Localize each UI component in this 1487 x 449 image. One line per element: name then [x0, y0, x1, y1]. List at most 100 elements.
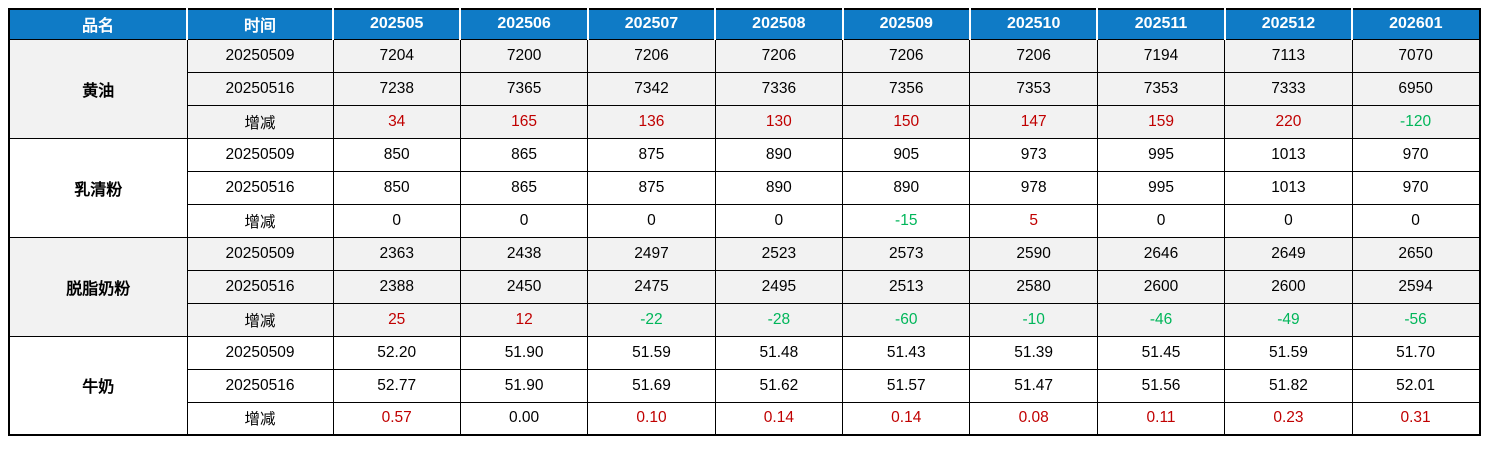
- header-month: 202506: [459, 9, 588, 40]
- table-row: 20250516 850 865 875 890 890 978 995 1013 970: [9, 170, 1481, 205]
- change-label-cell: 增减: [186, 302, 334, 337]
- change-value-cell: 34: [332, 104, 461, 139]
- time-cell: 20250516: [186, 71, 334, 106]
- change-value-cell: -60: [842, 302, 971, 337]
- table-row: 20250516 7238 7365 7342 7336 7356 7353 7353 7333…: [9, 71, 1481, 106]
- price-table-container: 品名 时间 202505 202506 202507 202508 202509 2025…: [8, 8, 1481, 436]
- value-cell: 2573: [842, 236, 971, 271]
- table-row: 20250516 2388 2450 2475 2495 2513 2580 2600 2600…: [9, 269, 1481, 304]
- value-cell: 970: [1351, 137, 1481, 172]
- value-cell: 2594: [1351, 269, 1481, 304]
- value-cell: 2650: [1351, 236, 1481, 271]
- change-row: 增减 34 165 136 130 150 147 159 220 -120: [9, 104, 1481, 139]
- table-body: 黄油 20250509 7204 7200 7206 7206 7206 7206 7194 71…: [8, 38, 1481, 436]
- table-row: 牛奶 20250509 52.20 51.90 51.59 51.48 51.43 51.39…: [8, 335, 1481, 436]
- value-cell: 875: [587, 137, 716, 172]
- value-cell: 995: [1096, 137, 1226, 172]
- value-cell: 1013: [1224, 137, 1353, 172]
- change-value-cell: 0.08: [969, 401, 1098, 436]
- value-cell: 2388: [332, 269, 461, 304]
- value-cell: 7200: [459, 38, 589, 73]
- value-cell: 7353: [1096, 71, 1226, 106]
- change-row: 增减 0 0 0 0 -15 5 0 0 0: [9, 203, 1481, 238]
- value-cell: 7365: [459, 71, 589, 106]
- time-cell: 20250516: [186, 368, 334, 403]
- change-value-cell: 130: [714, 104, 844, 139]
- change-value-cell: 0.14: [842, 401, 971, 436]
- value-cell: 51.57: [842, 368, 971, 403]
- table-row: 乳清粉 20250509 850 865 875 890 905 973 995 1013 970: [8, 137, 1481, 238]
- change-value-cell: 220: [1224, 104, 1353, 139]
- change-value-cell: 136: [587, 104, 716, 139]
- value-cell: 52.77: [332, 368, 461, 403]
- value-cell: 51.69: [587, 368, 716, 403]
- value-cell: 978: [969, 170, 1098, 205]
- header-month: 202509: [841, 9, 970, 40]
- header-month: 202505: [331, 9, 461, 40]
- time-cell: 20250509: [186, 137, 334, 172]
- value-cell: 970: [1351, 170, 1481, 205]
- product-name: 乳清粉: [8, 137, 188, 238]
- value-cell: 995: [1096, 170, 1226, 205]
- time-cell: 20250509: [186, 38, 334, 73]
- value-cell: 1013: [1224, 170, 1353, 205]
- value-cell: 973: [969, 137, 1098, 172]
- value-cell: 7238: [332, 71, 461, 106]
- value-cell: 7353: [969, 71, 1098, 106]
- value-cell: 51.43: [842, 335, 971, 370]
- value-cell: 7113: [1224, 38, 1353, 73]
- change-value-cell: -10: [969, 302, 1098, 337]
- header-month: 202512: [1223, 9, 1353, 40]
- change-value-cell: 0: [1096, 203, 1226, 238]
- value-cell: 865: [459, 137, 589, 172]
- time-cell: 20250516: [186, 170, 334, 205]
- value-cell: 51.56: [1096, 368, 1226, 403]
- value-cell: 890: [714, 137, 844, 172]
- value-cell: 52.20: [332, 335, 461, 370]
- value-cell: 52.01: [1351, 368, 1481, 403]
- value-cell: 850: [332, 137, 461, 172]
- change-value-cell: 0.31: [1351, 401, 1481, 436]
- value-cell: 7206: [587, 38, 716, 73]
- change-value-cell: 25: [332, 302, 461, 337]
- change-value-cell: -22: [587, 302, 716, 337]
- change-value-cell: 0.00: [459, 401, 589, 436]
- value-cell: 51.48: [714, 335, 844, 370]
- header-month: 202511: [1096, 9, 1225, 40]
- value-cell: 890: [842, 170, 971, 205]
- value-cell: 51.59: [1224, 335, 1353, 370]
- value-cell: 2475: [587, 269, 716, 304]
- header-row: 品名 时间 202505 202506 202507 202508 202509 2025…: [9, 9, 1480, 40]
- change-value-cell: 0.57: [332, 401, 461, 436]
- value-cell: 7336: [714, 71, 844, 106]
- change-value-cell: 12: [459, 302, 589, 337]
- value-cell: 905: [842, 137, 971, 172]
- value-cell: 2646: [1096, 236, 1226, 271]
- value-cell: 7194: [1096, 38, 1226, 73]
- change-value-cell: 5: [969, 203, 1098, 238]
- value-cell: 7206: [969, 38, 1098, 73]
- change-value-cell: 0: [714, 203, 844, 238]
- time-cell: 20250516: [186, 269, 334, 304]
- change-value-cell: 0: [1351, 203, 1481, 238]
- product-name: 脱脂奶粉: [8, 236, 188, 337]
- value-cell: 51.47: [969, 368, 1098, 403]
- value-cell: 2580: [969, 269, 1098, 304]
- time-cell: 20250509: [186, 236, 334, 271]
- value-cell: 2363: [332, 236, 461, 271]
- value-cell: 2523: [714, 236, 844, 271]
- value-cell: 51.70: [1351, 335, 1481, 370]
- value-cell: 2438: [459, 236, 589, 271]
- change-row: 增减 25 12 -22 -28 -60 -10 -46 -49 -56: [9, 302, 1481, 337]
- value-cell: 7206: [842, 38, 971, 73]
- value-cell: 850: [332, 170, 461, 205]
- change-value-cell: 147: [969, 104, 1098, 139]
- time-cell: 20250509: [186, 335, 334, 370]
- value-cell: 7342: [587, 71, 716, 106]
- header-month: 202510: [968, 9, 1098, 40]
- change-value-cell: 165: [459, 104, 589, 139]
- header-product: 品名: [9, 9, 187, 40]
- value-cell: 865: [459, 170, 589, 205]
- change-value-cell: 0.23: [1224, 401, 1353, 436]
- value-cell: 2600: [1224, 269, 1353, 304]
